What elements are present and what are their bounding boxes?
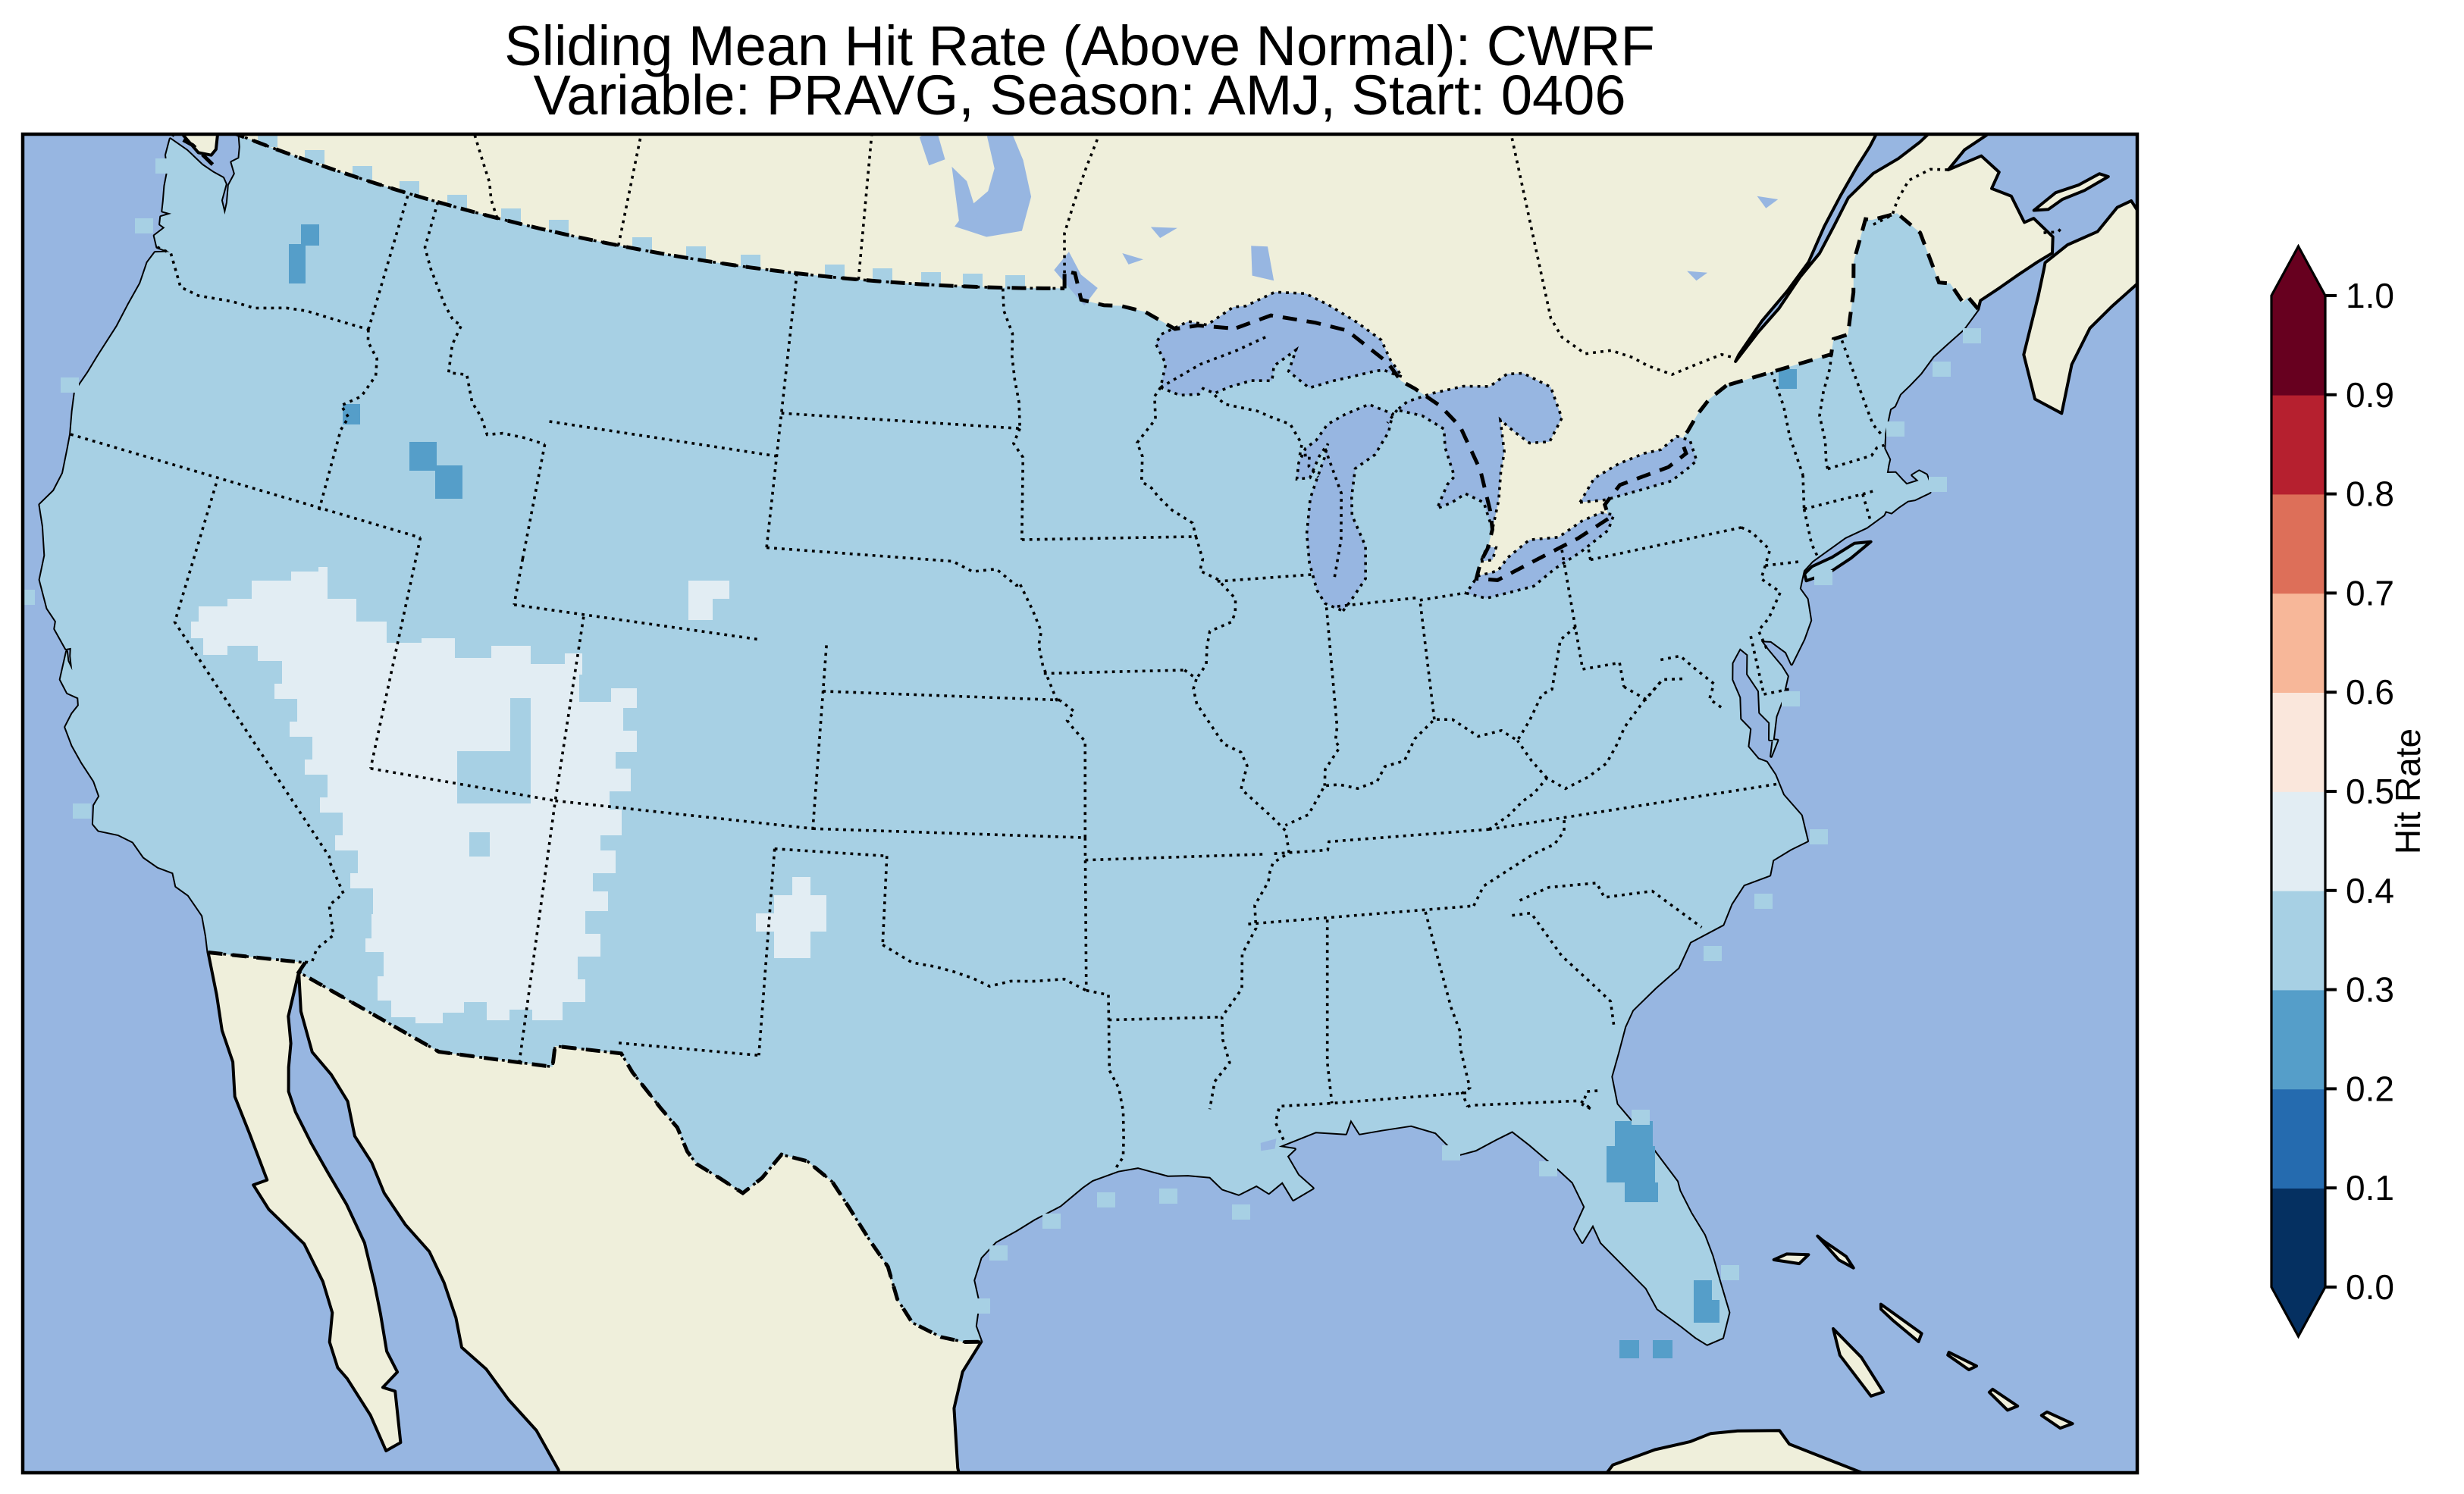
svg-text:0.3: 0.3 xyxy=(2346,970,2394,1010)
svg-text:0.9: 0.9 xyxy=(2346,375,2394,415)
svg-text:Hit Rate: Hit Rate xyxy=(2388,728,2428,854)
svg-text:0.6: 0.6 xyxy=(2346,672,2394,712)
svg-text:0.0: 0.0 xyxy=(2346,1267,2394,1307)
svg-text:0.1: 0.1 xyxy=(2346,1168,2394,1207)
svg-text:0.5: 0.5 xyxy=(2346,772,2394,811)
svg-text:0.4: 0.4 xyxy=(2346,871,2394,910)
svg-text:0.8: 0.8 xyxy=(2346,475,2394,514)
svg-text:Sliding Mean Hit Rate (Above N: Sliding Mean Hit Rate (Above Normal): CW… xyxy=(504,14,1654,77)
svg-text:1.0: 1.0 xyxy=(2346,276,2394,315)
svg-text:0.2: 0.2 xyxy=(2346,1069,2394,1108)
svg-text:Variable: PRAVG, Season: AMJ,: Variable: PRAVG, Season: AMJ, Start: 040… xyxy=(534,64,1626,127)
svg-text:0.7: 0.7 xyxy=(2346,573,2394,612)
